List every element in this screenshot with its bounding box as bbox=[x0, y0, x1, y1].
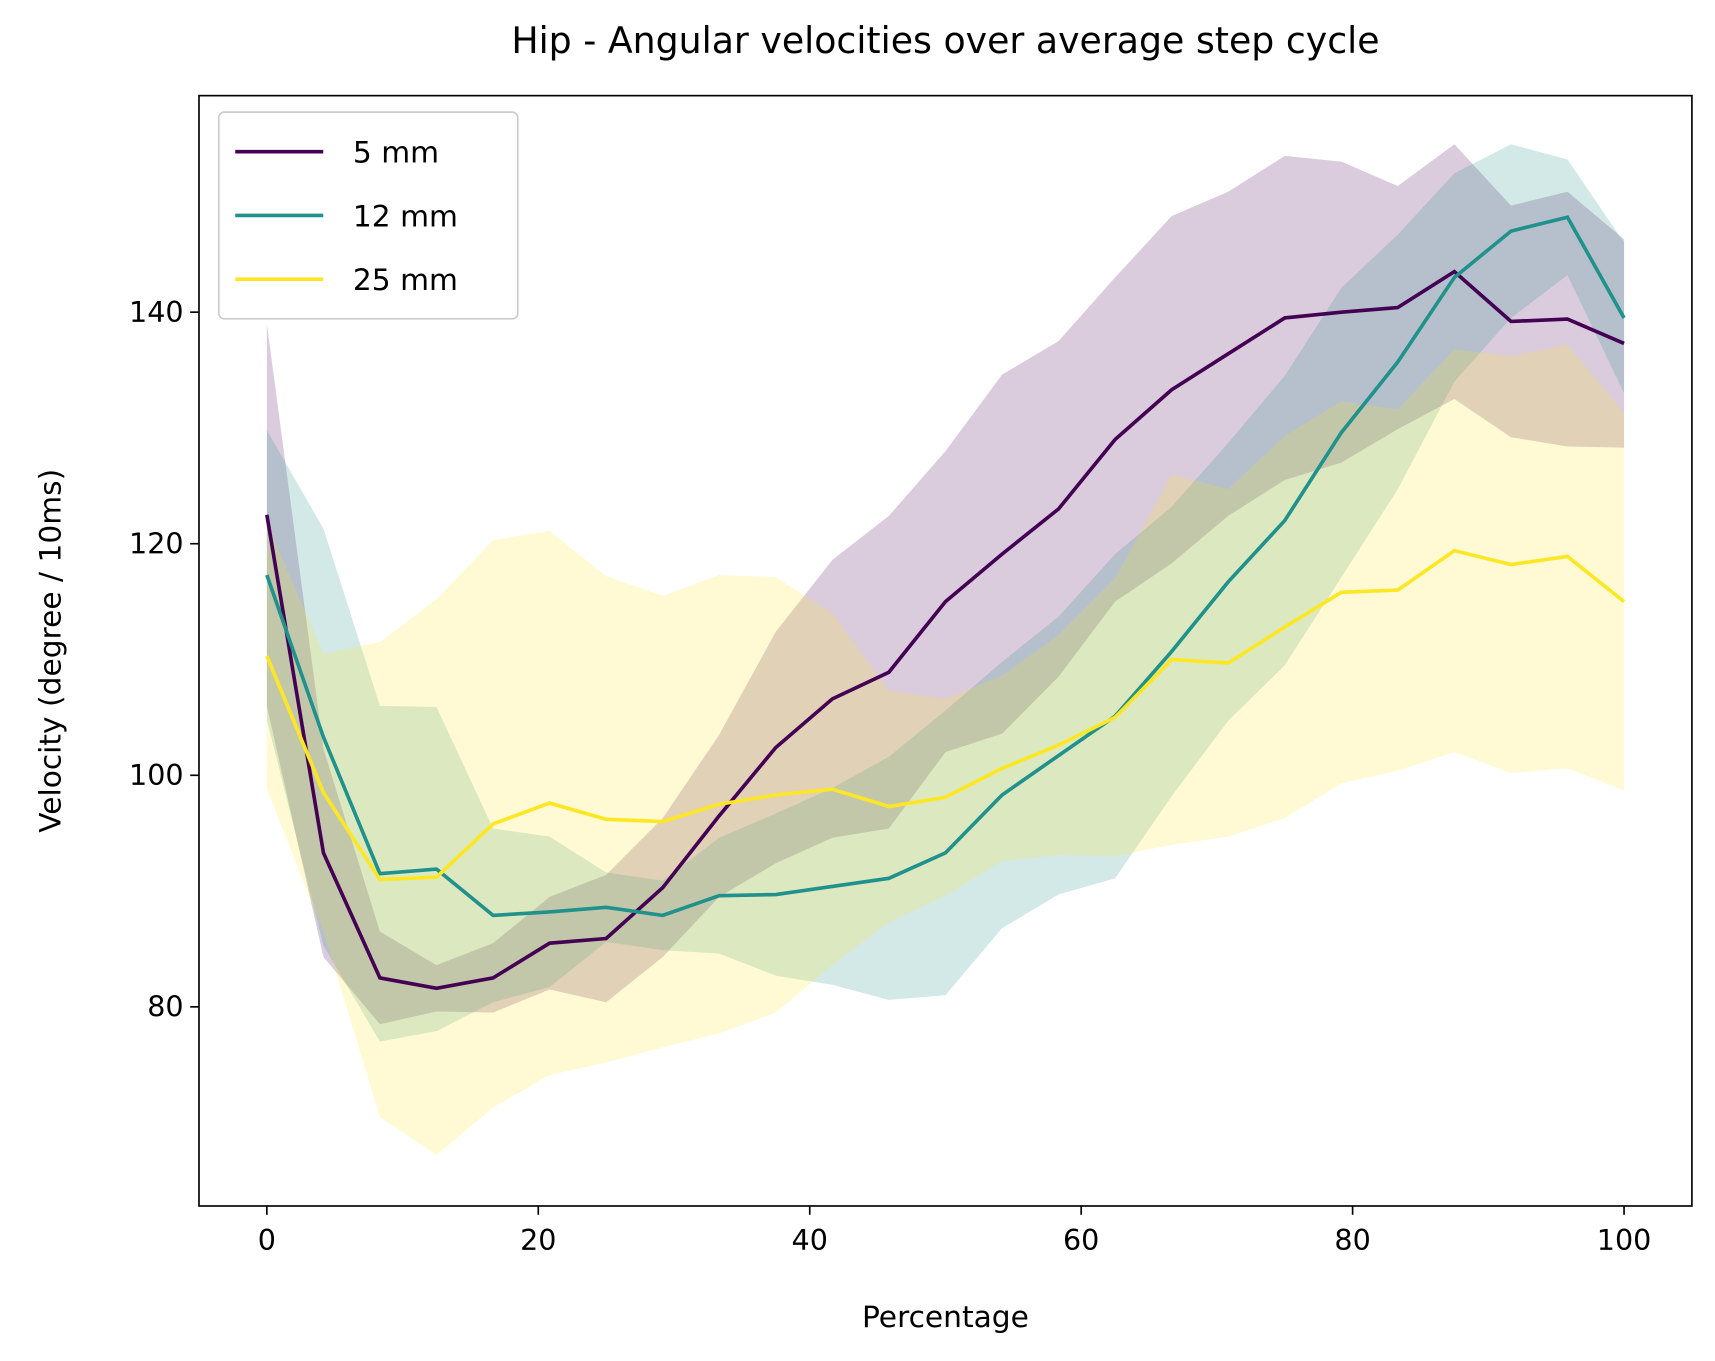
error-band bbox=[266, 144, 1625, 1042]
x-tick-label: 20 bbox=[520, 1223, 556, 1257]
x-axis-label: Percentage bbox=[862, 1299, 1029, 1334]
x-tick-label: 0 bbox=[258, 1223, 276, 1257]
x-tick-label: 100 bbox=[1597, 1223, 1652, 1257]
legend-label: 5 mm bbox=[353, 135, 439, 170]
x-tick-label: 40 bbox=[792, 1223, 828, 1257]
data-line bbox=[265, 548, 1626, 882]
legend-label: 12 mm bbox=[353, 198, 458, 233]
y-tick-label: 140 bbox=[129, 295, 184, 329]
error-band bbox=[266, 344, 1625, 1156]
y-tick-label: 120 bbox=[129, 527, 184, 561]
error-band bbox=[266, 144, 1625, 1025]
y-axis-label: Velocity (degree / 10ms) bbox=[32, 469, 67, 833]
legend-box bbox=[217, 111, 519, 320]
x-tick-label: 80 bbox=[1334, 1223, 1370, 1257]
data-line bbox=[265, 269, 1625, 991]
legend-label: 25 mm bbox=[353, 262, 458, 297]
x-tick-label: 60 bbox=[1063, 1223, 1099, 1257]
y-tick-label: 80 bbox=[147, 990, 183, 1024]
y-tick-label: 100 bbox=[129, 758, 184, 792]
plot-frame bbox=[198, 94, 1693, 1207]
data-line bbox=[265, 215, 1626, 918]
chart-title: Hip - Angular velocities over average st… bbox=[511, 19, 1379, 62]
